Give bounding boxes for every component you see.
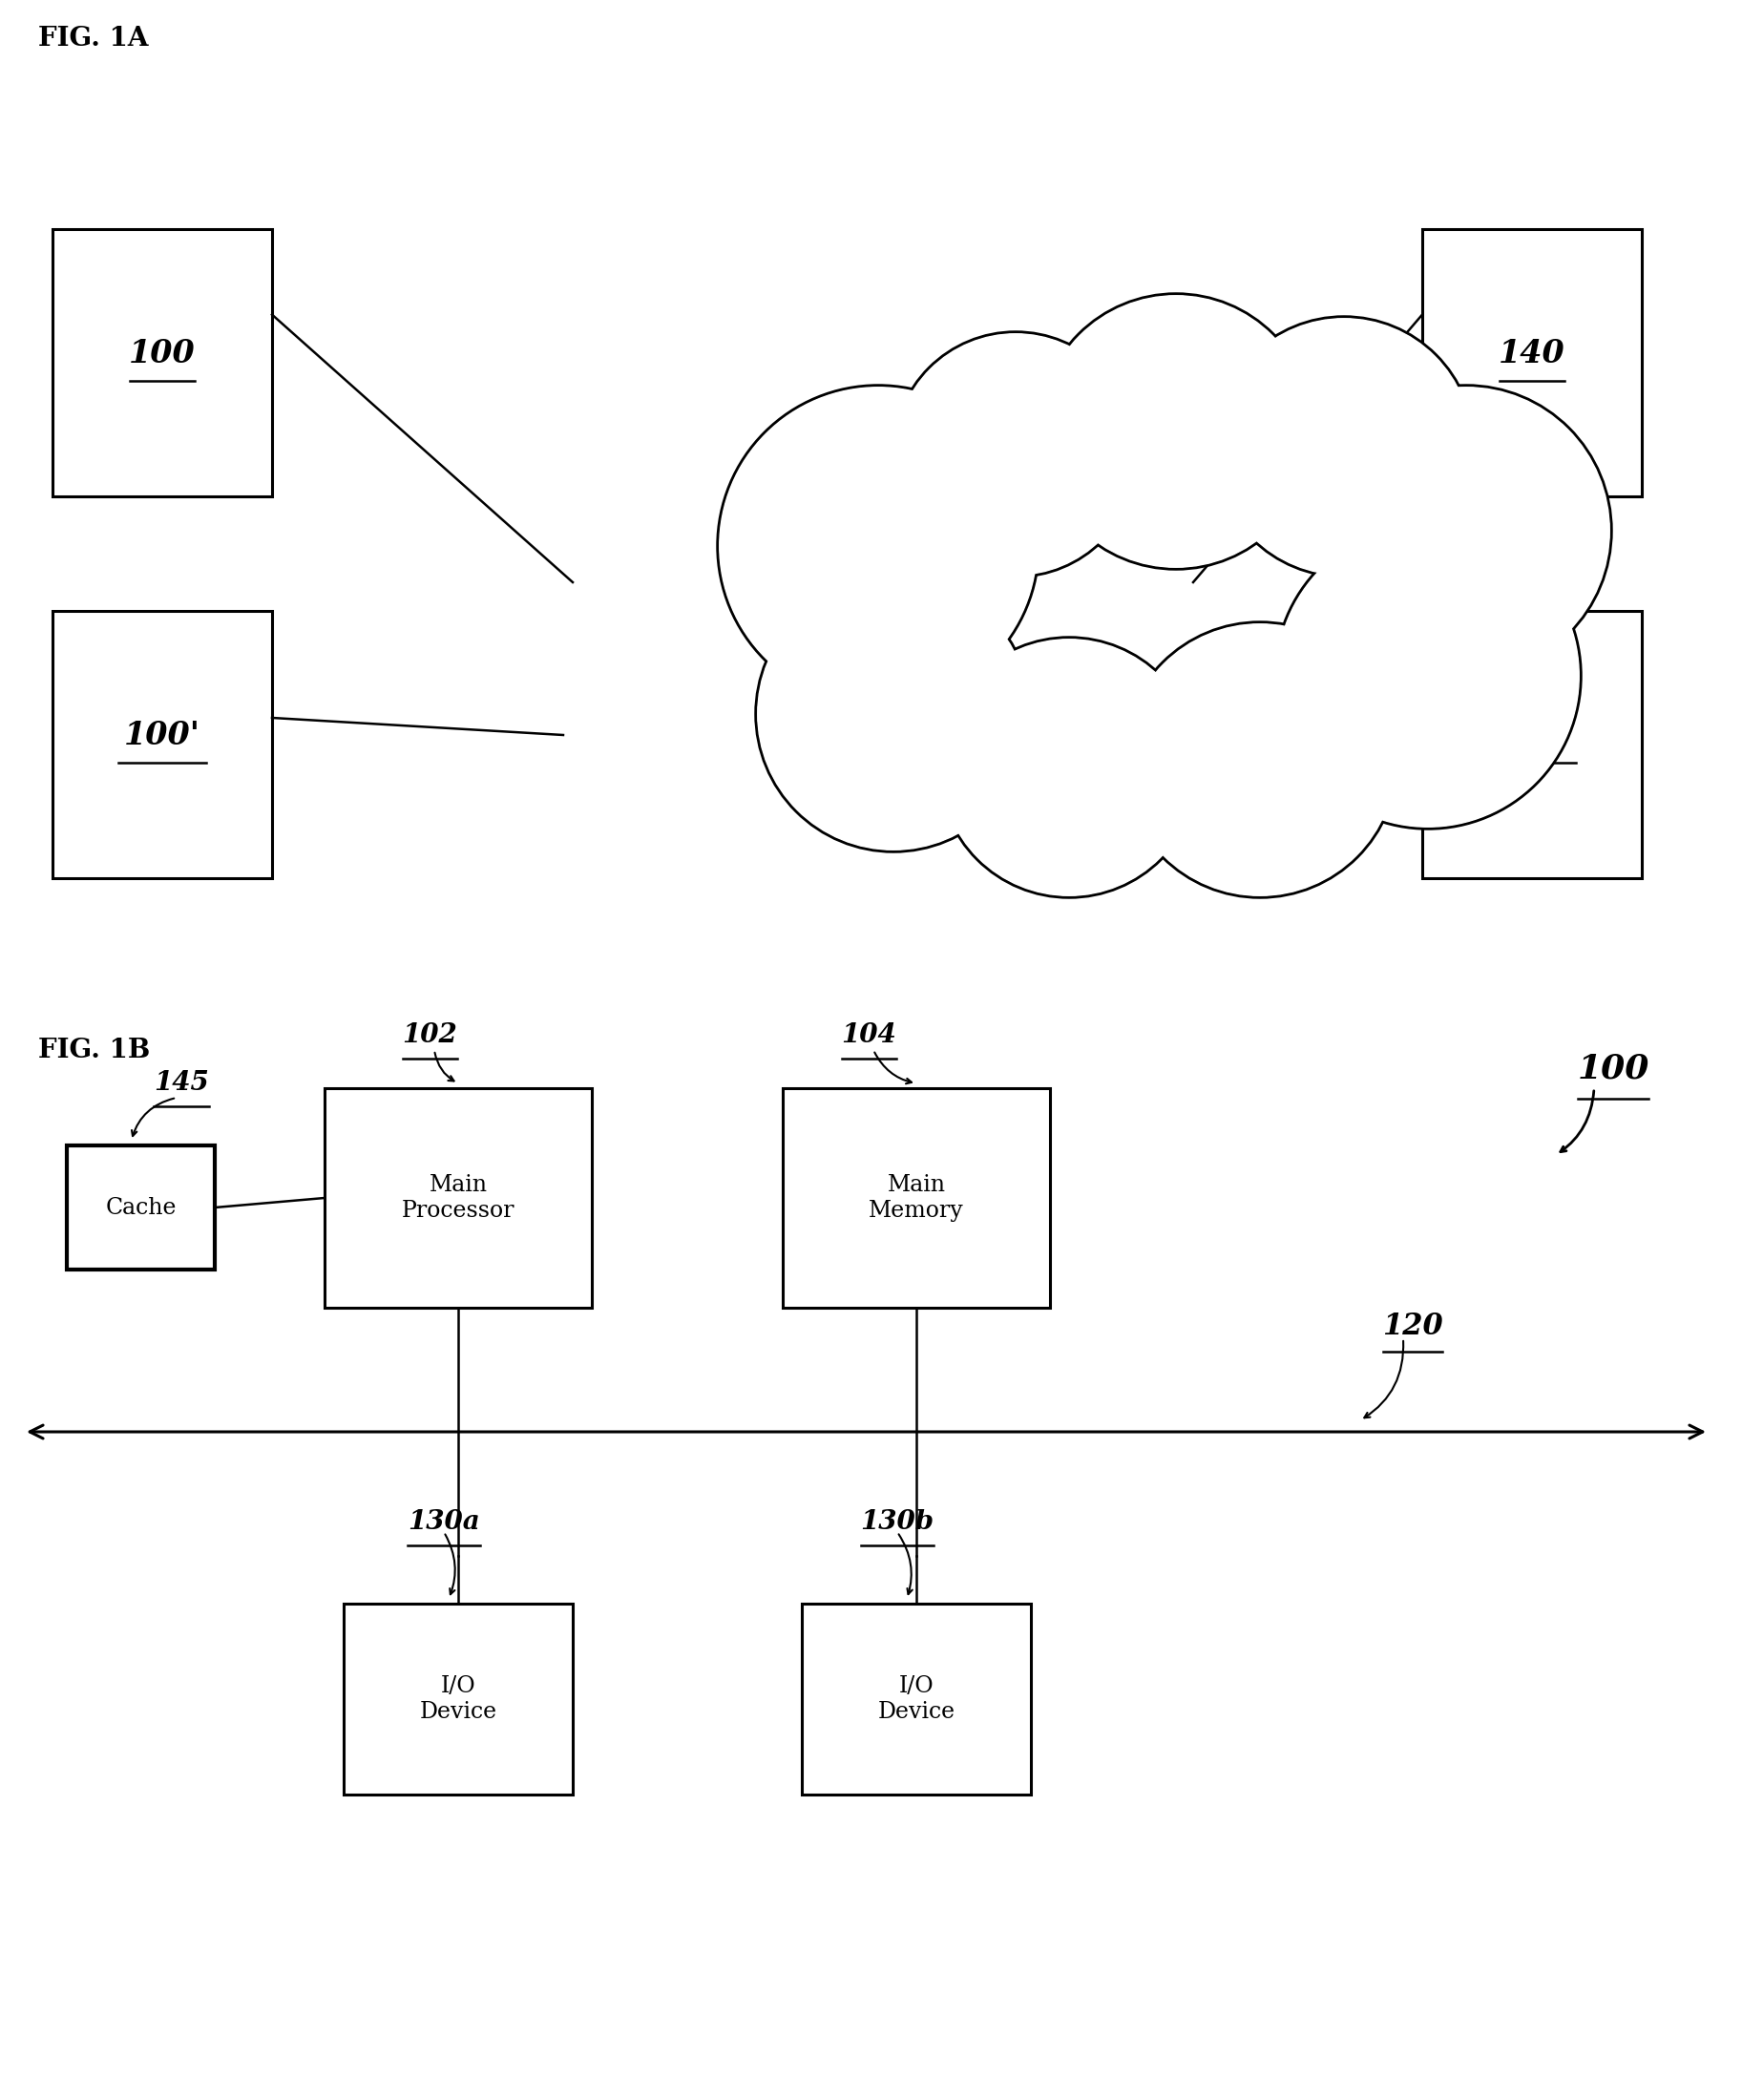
Circle shape	[1215, 317, 1474, 578]
Text: FIG. 1B: FIG. 1B	[39, 1037, 150, 1063]
Text: 180: 180	[839, 651, 917, 687]
Bar	[324, 1088, 592, 1308]
Text: 140: 140	[1499, 338, 1566, 370]
Circle shape	[941, 638, 1197, 895]
Text: Main
Memory: Main Memory	[869, 1174, 964, 1222]
Text: 130b: 130b	[860, 1510, 934, 1535]
Circle shape	[756, 578, 1031, 850]
Circle shape	[719, 386, 1037, 706]
Circle shape	[1123, 622, 1398, 897]
Circle shape	[1276, 525, 1580, 827]
Bar	[53, 611, 272, 878]
Text: 100: 100	[1578, 1052, 1648, 1086]
Circle shape	[1322, 386, 1610, 674]
Text: Cache: Cache	[106, 1197, 176, 1218]
Text: I/O
Device: I/O Device	[420, 1676, 497, 1722]
Circle shape	[718, 386, 1038, 706]
Text: 145: 145	[153, 1071, 210, 1096]
Text: Main
Processor: Main Processor	[402, 1174, 515, 1222]
Circle shape	[1038, 294, 1313, 569]
Text: 104: 104	[841, 1023, 896, 1048]
Text: 102: 102	[402, 1023, 457, 1048]
Circle shape	[940, 638, 1199, 897]
Text: 100': 100'	[123, 718, 201, 752]
Circle shape	[1275, 523, 1581, 830]
Circle shape	[1040, 296, 1312, 567]
Bar	[802, 1604, 1031, 1796]
Circle shape	[894, 332, 1137, 578]
Bar	[783, 1088, 1051, 1308]
Bar	[67, 1144, 215, 1270]
Text: 140': 140'	[1493, 718, 1571, 752]
Circle shape	[1125, 624, 1396, 895]
Text: 100: 100	[129, 338, 196, 370]
Circle shape	[1216, 319, 1472, 575]
Circle shape	[1320, 386, 1611, 676]
Bar	[53, 229, 272, 496]
Text: FIG. 1A: FIG. 1A	[39, 25, 148, 50]
Bar	[1423, 229, 1641, 496]
Bar	[1423, 611, 1641, 878]
Text: I/O
Device: I/O Device	[878, 1676, 956, 1722]
Text: 130a: 130a	[407, 1510, 480, 1535]
Text: 120: 120	[1382, 1312, 1444, 1342]
Circle shape	[758, 578, 1030, 850]
Bar	[344, 1604, 573, 1796]
Circle shape	[896, 334, 1135, 575]
